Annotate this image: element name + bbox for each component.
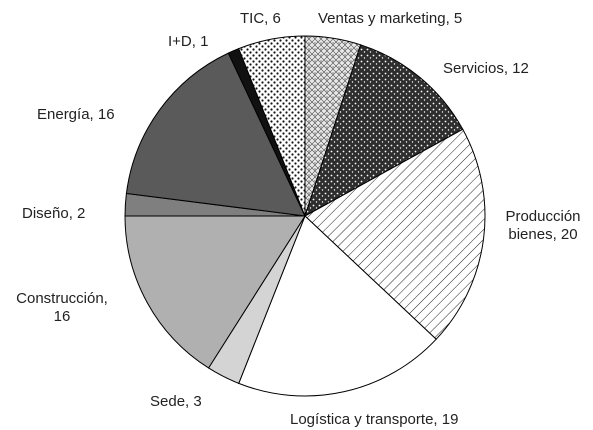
pie-slice xyxy=(238,215,437,397)
slice-label: Sede, 3 xyxy=(150,393,202,410)
slice-label: Diseño, 2 xyxy=(22,205,86,222)
slice-label: Producción bienes, 20 xyxy=(505,208,581,243)
pie-slice xyxy=(304,44,464,218)
slice-label: Ventas y marketing, 5 xyxy=(318,10,463,27)
slice-label: I+D, 1 xyxy=(168,33,209,50)
slice-label: Logística y transporte, 19 xyxy=(290,411,459,428)
slice-label: Servicios, 12 xyxy=(443,60,529,77)
slice-label: Construcción, 16 xyxy=(16,290,108,325)
slice-label: TIC, 6 xyxy=(240,10,281,27)
slice-label: Energía, 16 xyxy=(37,106,115,123)
pie-slice xyxy=(304,128,486,340)
pie-slice xyxy=(238,35,306,217)
pie-slice xyxy=(125,52,306,217)
pie-slice xyxy=(124,215,306,369)
